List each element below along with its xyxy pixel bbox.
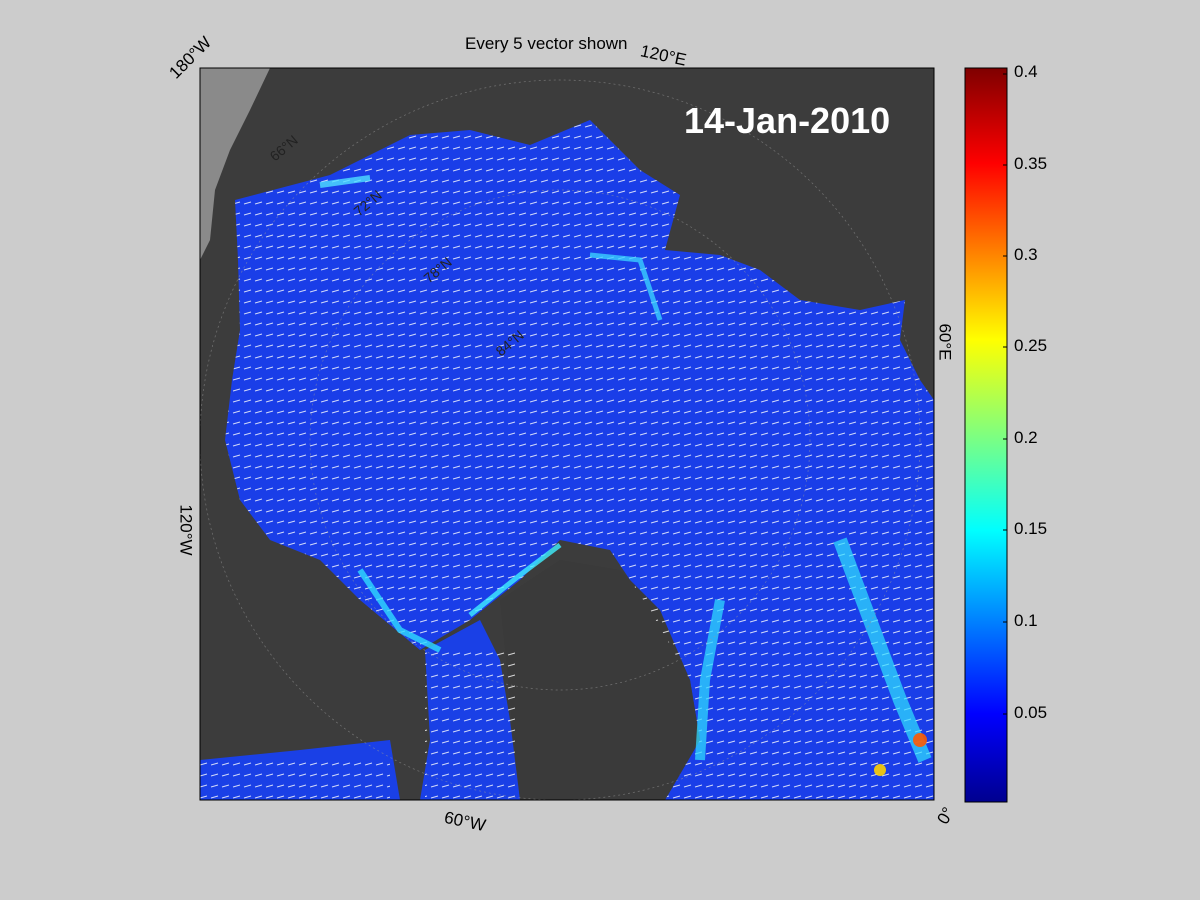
laptev-stream (589, 252, 663, 321)
high-speed-spot (874, 764, 886, 776)
colorbar-tick-label: 0.2 (1014, 428, 1038, 447)
latitude-circle (309, 189, 811, 691)
colorbar-tick-label: 0.4 (1014, 62, 1038, 81)
vectors-lower-left (200, 755, 390, 800)
greenland-land (500, 560, 700, 800)
colorbar-tick-label: 0.05 (1014, 703, 1048, 722)
greenland-coast-stream (468, 543, 562, 617)
latitude-circle (200, 79, 921, 800)
longitude-label: 120°W (176, 504, 196, 556)
colorbar (964, 67, 1008, 803)
fram-strait-stream (695, 599, 725, 761)
nares-strait-stream (357, 568, 442, 653)
colorbar-ticks (1003, 73, 1007, 715)
beaufort-stream (319, 175, 371, 188)
date-label: 14-Jan-2010 (684, 100, 891, 141)
map-frame (199, 67, 935, 801)
colorbar-tick-label: 0.1 (1014, 611, 1038, 630)
colorbar-tick-label: 0.3 (1014, 245, 1038, 264)
outer-land-region (200, 68, 270, 260)
high-speed-spot (913, 733, 927, 747)
map-panel (200, 68, 934, 800)
longitude-label: 60°E (935, 323, 955, 361)
colorbar-tick-label: 0.35 (1014, 154, 1048, 173)
plot-title: Every 5 vector shown (465, 34, 628, 53)
barents-stream (833, 537, 932, 763)
colorbar-tick-label: 0.15 (1014, 519, 1048, 538)
colorbar-tick-label: 0.25 (1014, 336, 1048, 355)
vectors-baffin (425, 650, 515, 800)
